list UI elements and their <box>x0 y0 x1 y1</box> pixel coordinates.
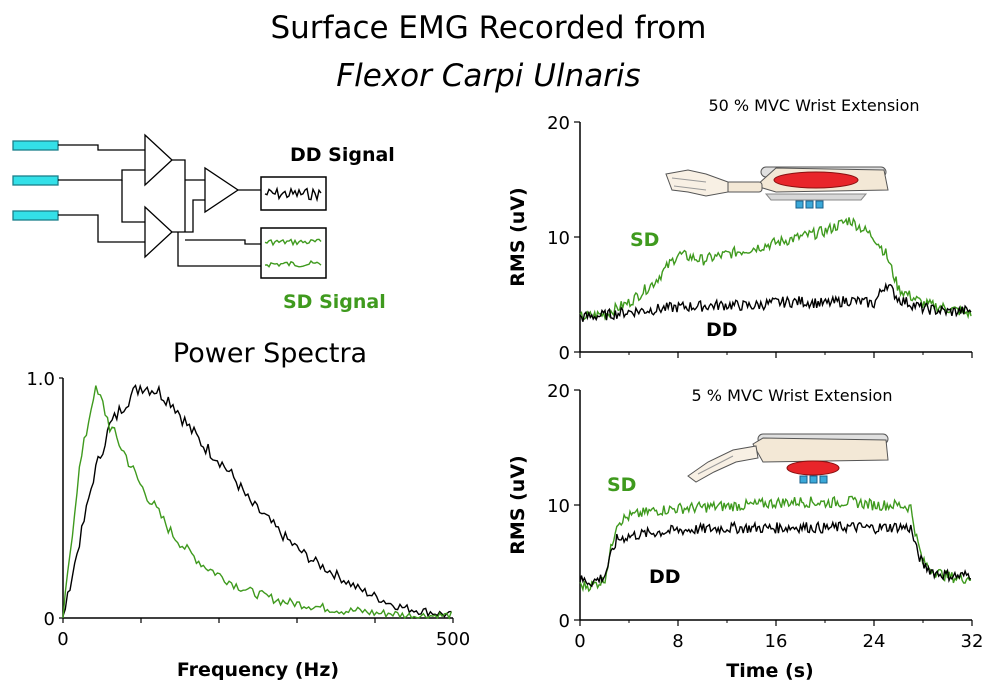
dd-signal-label: DD Signal <box>290 144 395 166</box>
figure-title-line2: Flexor Carpi Ulnaris <box>336 58 641 94</box>
arm-illustration-5mvc <box>687 433 889 484</box>
amplifier-2 <box>144 205 173 259</box>
wire <box>121 180 145 223</box>
sd-signal-label: SD Signal <box>283 291 386 313</box>
y-tick-label: 0 <box>559 611 570 632</box>
y-tick-label: 0 <box>44 609 55 630</box>
dd-series-line <box>579 520 972 588</box>
wire <box>58 169 145 181</box>
y-tick-label: 1.0 <box>26 369 55 390</box>
mvc5-chart: 5 % MVC Wrist Extension 0 10 20 RMS (uV) 0 8 16… <box>507 381 983 682</box>
y-tick-label: 0 <box>559 343 570 364</box>
y-tick-label: 10 <box>547 496 570 517</box>
wire <box>172 199 205 233</box>
amplifier-3 <box>204 166 240 214</box>
x-tick-label: 32 <box>961 631 984 652</box>
dd-series-label: DD <box>649 566 681 588</box>
x-tick-label: 500 <box>436 629 470 650</box>
chart-title: 5 % MVC Wrist Extension <box>692 386 893 405</box>
x-tick-label: 16 <box>765 631 788 652</box>
wire <box>185 239 261 245</box>
wire <box>172 159 186 232</box>
arm-illustration-50mvc <box>665 166 889 209</box>
x-tick-label: 0 <box>574 631 585 652</box>
y-tick-label: 20 <box>547 113 570 134</box>
electrode-1 <box>12 140 59 151</box>
series-0-series-line <box>62 383 452 618</box>
y-tick-label: 20 <box>547 381 570 402</box>
electrode-2 <box>12 175 59 186</box>
series-1-series-line <box>62 385 453 620</box>
figure-title-line1: Surface EMG Recorded from <box>270 10 707 46</box>
mvc50-chart: 50 % MVC Wrist Extension 0 10 20 RMS (uV) SD D… <box>507 96 973 364</box>
dd-series-line <box>579 281 972 322</box>
amplifier-1 <box>144 133 173 187</box>
electrode-3 <box>12 210 59 221</box>
x-axis-label: Frequency (Hz) <box>177 659 339 681</box>
chart-title: 50 % MVC Wrist Extension <box>708 96 919 115</box>
dd-series-label: DD <box>706 319 738 341</box>
x-tick-label: 8 <box>672 631 683 652</box>
y-tick-label: 10 <box>547 228 570 249</box>
sd-series-line <box>579 217 972 322</box>
chart-title: Power Spectra <box>173 338 367 369</box>
sd-series-label: SD <box>630 229 659 251</box>
sd-noise-trace-1 <box>264 238 322 247</box>
x-axis-label: Time (s) <box>726 660 813 682</box>
wire <box>58 214 145 243</box>
y-axis-label: RMS (uV) <box>507 187 529 286</box>
sd-noise-trace-2 <box>264 260 322 268</box>
dd-noise-trace <box>264 186 322 203</box>
x-tick-label: 24 <box>863 631 886 652</box>
sd-output-box <box>260 227 327 279</box>
y-axis-label: RMS (uV) <box>507 455 529 554</box>
wire <box>58 144 145 151</box>
sd-series-line <box>579 495 972 593</box>
power-spectra-chart: Power Spectra 0 1.0 0 500 Frequency (Hz) <box>26 338 470 681</box>
wire <box>177 232 261 267</box>
sd-series-label: SD <box>607 474 636 496</box>
x-tick-label: 0 <box>57 629 68 650</box>
dd-output-box <box>260 176 327 211</box>
amplifier-circuit-diagram <box>12 133 327 279</box>
